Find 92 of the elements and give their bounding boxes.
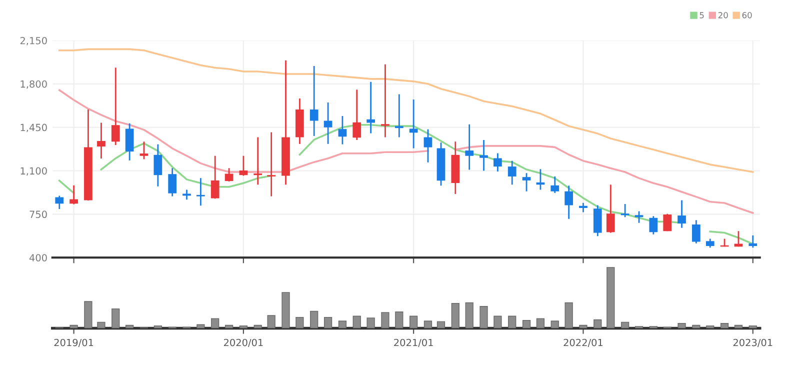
line-series [58, 48, 754, 173]
candlestick [508, 160, 516, 186]
candlestick [140, 140, 148, 160]
bar [748, 325, 757, 328]
candlestick [734, 230, 743, 248]
candlestick [224, 167, 234, 182]
bar [366, 318, 375, 328]
legend-label: 5 [700, 12, 704, 18]
legend-label: 60 [742, 12, 752, 18]
candlestick [480, 139, 488, 172]
bar [522, 320, 531, 328]
candlestick [70, 184, 78, 205]
candlestick [125, 122, 134, 162]
candlestick [394, 94, 404, 138]
bar [211, 318, 220, 328]
candlestick [182, 189, 191, 200]
candlestick [154, 144, 162, 188]
bar [282, 292, 290, 328]
candlestick [634, 210, 644, 224]
candlestick [692, 219, 700, 244]
candlestick [678, 200, 686, 229]
candlestick [239, 155, 248, 176]
bar [451, 303, 460, 328]
candlestick [366, 81, 375, 134]
bar [720, 323, 729, 328]
bar [324, 316, 332, 328]
y-tick-label: 1,100 [20, 167, 47, 176]
candlestick [196, 177, 205, 206]
candlestick [550, 176, 560, 194]
bar [424, 320, 432, 328]
candlestick [55, 194, 64, 210]
bar [606, 267, 615, 328]
bar [480, 306, 488, 328]
candlestick [409, 98, 418, 149]
bar [410, 316, 418, 328]
bar [494, 316, 502, 328]
candlestick [465, 124, 474, 170]
candlestick [310, 65, 318, 137]
y-tick-label: 400 [29, 254, 47, 262]
x-tick-label: 2020/01 [224, 338, 263, 347]
y-tick-label: 750 [30, 210, 47, 218]
candlestick [564, 184, 573, 220]
candlestick [210, 155, 220, 200]
bar [296, 316, 304, 328]
candlestick [424, 128, 432, 164]
bar [579, 324, 588, 328]
bar [465, 302, 474, 328]
candlestick [579, 202, 588, 213]
y-tick-label: 1,800 [20, 80, 47, 89]
y-tick-label: 2,150 [20, 36, 47, 46]
bar [395, 312, 404, 328]
bar [338, 320, 347, 328]
candlestick [324, 102, 332, 145]
bar [436, 321, 446, 328]
bar [678, 323, 686, 328]
candlestick [522, 172, 531, 192]
bar [84, 301, 92, 328]
bar [508, 316, 516, 328]
candlestick [649, 215, 658, 236]
bar [267, 315, 276, 328]
bar [594, 319, 602, 328]
bar [352, 316, 361, 328]
x-tick-label: 2022/01 [564, 338, 603, 347]
y-tick-label: 1,450 [20, 124, 47, 132]
candlestick [111, 66, 120, 146]
candlestick [97, 122, 106, 160]
bar [536, 318, 545, 328]
x-tick-label: 2021/01 [394, 338, 433, 347]
candlestick [352, 88, 362, 141]
bar [381, 312, 390, 328]
candlestick [338, 115, 347, 146]
bar [97, 322, 106, 328]
candlestick [381, 64, 390, 138]
candlestick [663, 213, 672, 232]
bar [70, 324, 78, 328]
bar [310, 310, 318, 328]
candlestick [168, 167, 177, 198]
candlestick [494, 152, 502, 172]
candlestick [748, 234, 758, 248]
legend-label: 20 [718, 12, 728, 18]
bar [706, 325, 714, 328]
x-tick-label: 2019/01 [54, 338, 94, 347]
bar [620, 322, 630, 328]
bar [550, 320, 559, 328]
bar [154, 325, 162, 328]
candlestick [254, 136, 262, 186]
candlestick [606, 184, 615, 234]
bar [564, 302, 573, 328]
x-tick-label: 2023/01 [733, 338, 772, 347]
bar [239, 325, 248, 328]
bar [112, 308, 120, 328]
candlestick [267, 132, 276, 198]
